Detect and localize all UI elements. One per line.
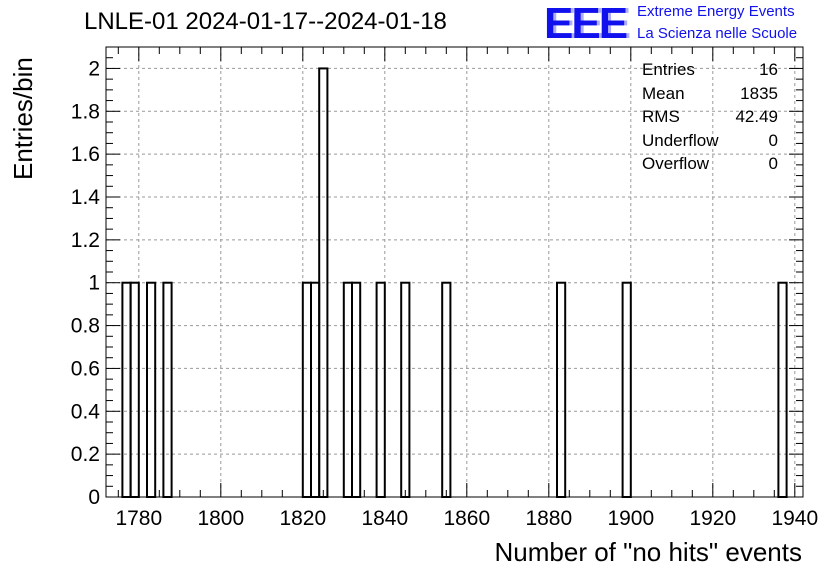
histogram-bar bbox=[162, 281, 173, 499]
y-tick-label: 1.4 bbox=[71, 186, 101, 209]
logo-caption-line2: La Scienza nelle Scuole bbox=[637, 25, 798, 42]
histogram-bar bbox=[121, 281, 132, 499]
stats-value: 16 bbox=[759, 60, 778, 79]
y-tick-label: 1.6 bbox=[71, 143, 100, 166]
stats-row-underflow: Underflow 0 bbox=[642, 129, 778, 153]
y-tick-label: 0.6 bbox=[71, 357, 100, 380]
histogram-bar bbox=[310, 281, 321, 499]
x-axis-label: Number of "no hits" events bbox=[494, 537, 803, 567]
eee-logo: EEE bbox=[544, 0, 628, 48]
histogram-bar bbox=[400, 281, 411, 499]
histogram-bar bbox=[342, 281, 353, 499]
histogram-bar bbox=[375, 281, 386, 499]
y-tick-label: 0 bbox=[88, 486, 100, 509]
x-tick-label: 1880 bbox=[525, 507, 572, 530]
x-tick-label: 1860 bbox=[443, 507, 490, 530]
histogram-bar bbox=[441, 281, 452, 499]
stats-row-mean: Mean 1835 bbox=[642, 82, 778, 106]
logo-caption-line1: Extreme Energy Events bbox=[637, 3, 795, 20]
x-tick-label: 1820 bbox=[279, 507, 326, 530]
histogram-bar bbox=[556, 281, 567, 499]
stats-label: Underflow bbox=[642, 130, 719, 150]
y-axis-label: Entries/bin bbox=[8, 57, 38, 180]
stats-label: Entries bbox=[642, 60, 695, 79]
x-tick-label: 1780 bbox=[115, 507, 162, 530]
stats-value: 0 bbox=[768, 154, 778, 173]
stats-box: Entries 16 Mean 1835 RMS 42.49 Underflow… bbox=[642, 58, 778, 176]
y-tick-label: 1 bbox=[88, 272, 100, 295]
x-tick-label: 1920 bbox=[689, 507, 736, 530]
stats-value: 1835 bbox=[740, 83, 778, 103]
stats-label: RMS bbox=[642, 107, 680, 126]
histogram-bar bbox=[351, 281, 362, 499]
y-tick-label: 2 bbox=[88, 57, 100, 80]
stats-value: 0 bbox=[768, 130, 778, 150]
stats-label: Overflow bbox=[642, 154, 710, 173]
x-tick-label: 1900 bbox=[607, 507, 654, 530]
x-tick-label: 1840 bbox=[361, 507, 408, 530]
y-tick-label: 1.2 bbox=[71, 229, 100, 252]
y-tick-label: 0.4 bbox=[71, 400, 101, 423]
stats-label: Mean bbox=[642, 83, 685, 103]
stats-row-entries: Entries 16 bbox=[642, 58, 778, 82]
histogram-bar bbox=[621, 281, 632, 499]
histogram-bar bbox=[301, 281, 312, 499]
y-tick-label: 1.8 bbox=[71, 100, 100, 123]
histogram-bar bbox=[146, 281, 157, 499]
y-tick-label: 0.8 bbox=[71, 315, 100, 338]
stats-value: 42.49 bbox=[735, 107, 778, 126]
chart-title: LNLE-01 2024-01-17--2024-01-18 bbox=[84, 8, 447, 35]
x-tick-label: 1940 bbox=[771, 507, 818, 530]
stats-row-rms: RMS 42.49 bbox=[642, 105, 778, 129]
x-tick-label: 1800 bbox=[197, 507, 244, 530]
y-tick-label: 0.2 bbox=[71, 443, 100, 466]
histogram-bar bbox=[129, 281, 140, 499]
stats-row-overflow: Overflow 0 bbox=[642, 152, 778, 176]
histogram-bar bbox=[777, 281, 788, 499]
